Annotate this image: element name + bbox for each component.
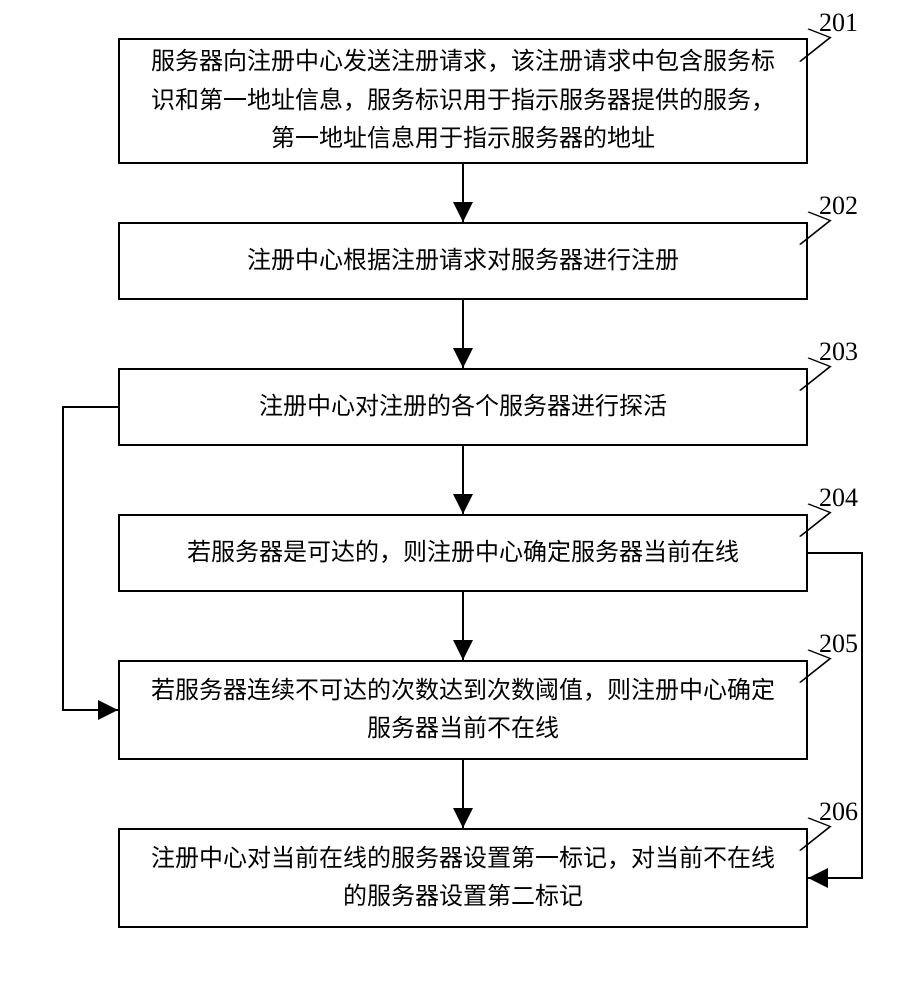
flow-node-202: 注册中心根据注册请求对服务器进行注册 <box>118 222 808 300</box>
flow-node-203: 注册中心对注册的各个服务器进行探活 <box>118 368 808 446</box>
flow-node-201: 服务器向注册中心发送注册请求，该注册请求中包含服务标识和第一地址信息，服务标识用… <box>118 38 808 164</box>
flow-node-204: 若服务器是可达的，则注册中心确定服务器当前在线 <box>118 514 808 592</box>
flow-node-205: 若服务器连续不可达的次数达到次数阈值，则注册中心确定服务器当前不在线 <box>118 660 808 760</box>
flow-node-206: 注册中心对当前在线的服务器设置第一标记，对当前不在线的服务器设置第二标记 <box>118 828 808 928</box>
flowchart-canvas: 服务器向注册中心发送注册请求，该注册请求中包含服务标识和第一地址信息，服务标识用… <box>0 0 920 1000</box>
